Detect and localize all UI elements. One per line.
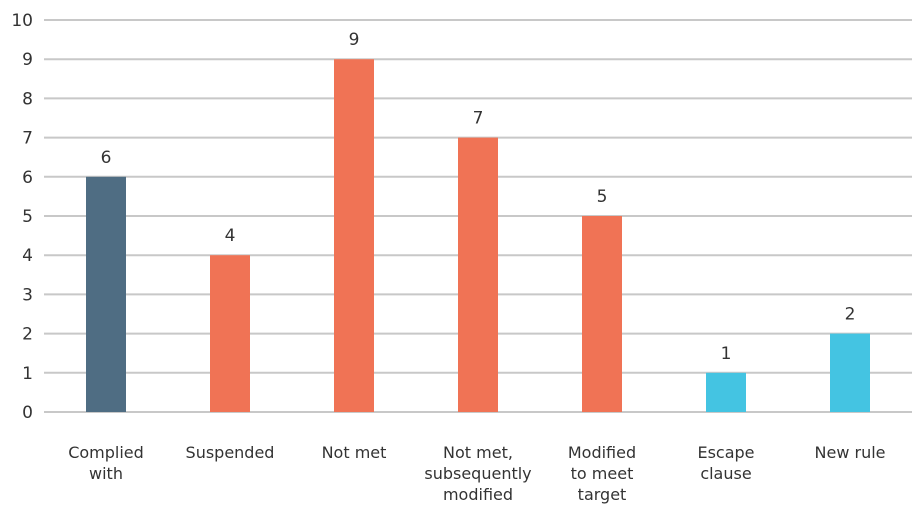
category-label-line: modified: [443, 485, 513, 504]
bar: [210, 255, 250, 412]
bar: [582, 216, 622, 412]
y-tick-label: 8: [22, 89, 33, 109]
category-label-line: New rule: [815, 443, 886, 462]
category-label-line: Not met: [322, 443, 387, 462]
data-label: 6: [101, 148, 112, 168]
y-tick-label: 5: [22, 207, 33, 227]
bar: [458, 137, 498, 412]
y-tick-label: 7: [22, 129, 33, 149]
category-label-line: Escape: [697, 443, 754, 462]
category-label: Modified to meet target: [568, 443, 636, 504]
y-tick-label: 10: [11, 11, 33, 31]
bar: [86, 176, 126, 412]
bar: [706, 372, 746, 412]
category-label-line: Complied: [68, 443, 144, 462]
y-tick-label: 2: [22, 325, 33, 345]
y-axis-ticks: 0 1 2 3 4 5 6 7 8 9 10: [11, 11, 33, 423]
category-label-line: clause: [700, 464, 751, 483]
category-label: Not met: [322, 443, 387, 462]
category-label-line: with: [89, 464, 123, 483]
y-tick-label: 9: [22, 50, 33, 70]
category-label-line: Modified: [568, 443, 636, 462]
y-tick-label: 0: [22, 403, 33, 423]
x-axis-categories: Complied with Suspended Not met Not met, subs…: [68, 443, 885, 504]
category-label-line: to meet: [571, 464, 634, 483]
data-labels: 6 4 9 7 5 1 2: [101, 30, 856, 364]
category-label: Escape clause: [697, 443, 754, 483]
data-label: 9: [349, 30, 360, 50]
category-label-line: Not met,: [443, 443, 513, 462]
y-tick-label: 4: [22, 246, 33, 266]
data-label: 4: [225, 226, 236, 246]
category-label: Not met, subsequently modified: [424, 443, 531, 504]
category-label-line: subsequently: [424, 464, 531, 483]
y-tick-label: 6: [22, 168, 33, 188]
bar: [830, 333, 870, 412]
data-label: 5: [597, 187, 608, 207]
y-tick-label: 1: [22, 364, 33, 384]
data-label: 1: [721, 344, 732, 364]
category-label: Suspended: [186, 443, 275, 462]
data-label: 7: [473, 109, 484, 129]
category-label-line: target: [578, 485, 627, 504]
data-label: 2: [845, 305, 856, 325]
bar: [334, 59, 374, 412]
category-label: New rule: [815, 443, 886, 462]
y-tick-label: 3: [22, 285, 33, 305]
bars: [86, 59, 870, 412]
category-label: Complied with: [68, 443, 144, 483]
category-label-line: Suspended: [186, 443, 275, 462]
